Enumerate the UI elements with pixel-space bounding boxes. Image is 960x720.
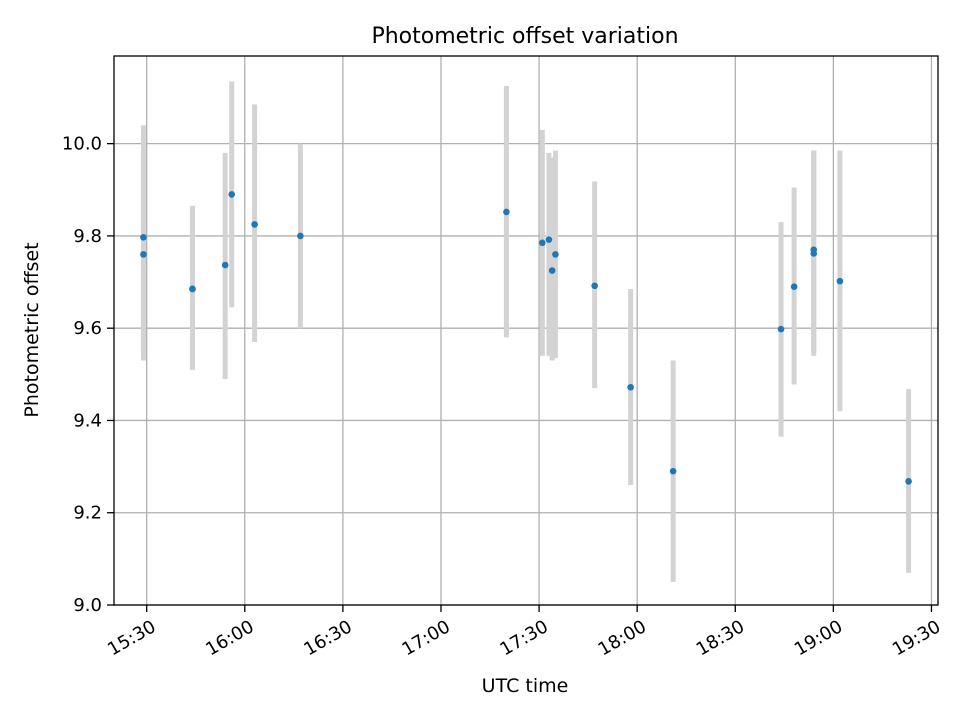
chart-title: Photometric offset variation (371, 24, 678, 49)
y-tick-label: 10.0 (62, 134, 102, 155)
data-point (790, 283, 798, 290)
data-point (777, 325, 785, 333)
y-tick-label: 9.6 (73, 318, 102, 339)
x-axis-label: UTC time (482, 675, 569, 697)
data-point (228, 191, 236, 198)
y-tick-label: 9.0 (73, 595, 102, 616)
data-point (627, 383, 634, 391)
data-point (810, 246, 818, 254)
data-point (545, 236, 553, 243)
data-point (140, 234, 147, 241)
y-tick-label: 9.4 (73, 410, 102, 431)
data-point (836, 277, 844, 285)
data-point (548, 267, 556, 274)
y-axis-label: Photometric offset (21, 242, 43, 417)
data-point (539, 239, 546, 247)
data-point (503, 208, 510, 216)
data-point (140, 251, 147, 258)
y-tick-label: 9.8 (73, 226, 102, 247)
data-point (221, 261, 229, 269)
plot-frame (113, 55, 939, 606)
y-tick-label: 9.2 (73, 503, 102, 524)
data-point (669, 467, 677, 475)
data-point (189, 285, 196, 293)
point-layer (140, 191, 912, 485)
data-point (591, 282, 598, 290)
data-point (297, 232, 304, 240)
data-point (251, 221, 258, 228)
data-point (552, 251, 559, 258)
data-point (905, 478, 912, 485)
